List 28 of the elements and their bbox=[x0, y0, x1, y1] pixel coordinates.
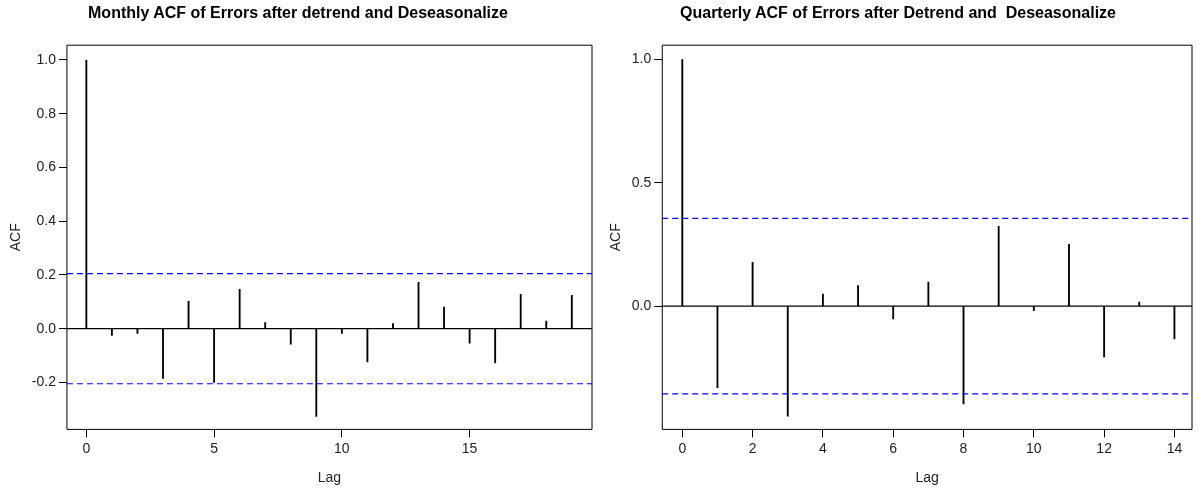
y-tick-label: 1.0 bbox=[36, 50, 57, 67]
y-tick-label: 0.4 bbox=[36, 212, 57, 229]
x-axis-title: Lag bbox=[915, 469, 939, 486]
x-axis-title: Lag bbox=[317, 469, 342, 486]
y-tick-label: 0.2 bbox=[36, 265, 57, 282]
x-tick-label: 0 bbox=[82, 439, 91, 456]
x-tick-label: 0 bbox=[678, 439, 687, 456]
y-tick-label: 0.0 bbox=[36, 319, 57, 336]
x-tick-label: 10 bbox=[1026, 439, 1042, 456]
x-tick-label: 4 bbox=[819, 439, 828, 456]
x-tick-label: 2 bbox=[748, 439, 757, 456]
x-tick-label: 12 bbox=[1096, 439, 1113, 456]
x-tick-label: 15 bbox=[461, 439, 478, 456]
x-tick-label: 6 bbox=[889, 439, 898, 456]
x-tick-label: 5 bbox=[210, 439, 219, 456]
chart-title: Quarterly ACF of Errors after Detrend and Deseasonalize bbox=[680, 4, 1117, 22]
y-tick-label: 0.6 bbox=[36, 158, 57, 175]
y-axis-title: ACF bbox=[607, 223, 624, 252]
y-tick-label: 1.0 bbox=[631, 50, 652, 67]
y-tick-label: 0.5 bbox=[631, 173, 652, 190]
x-tick-label: 8 bbox=[959, 439, 968, 456]
chart-title: Monthly ACF of Errors after detrend and Deseasonalize bbox=[88, 4, 509, 22]
y-tick-label: 0.0 bbox=[631, 296, 652, 313]
y-tick-label: 0.8 bbox=[36, 104, 57, 121]
x-tick-label: 10 bbox=[334, 439, 350, 456]
y-axis-title: ACF bbox=[7, 223, 24, 252]
y-tick-label: -0.2 bbox=[31, 373, 57, 390]
x-tick-label: 14 bbox=[1166, 439, 1183, 456]
